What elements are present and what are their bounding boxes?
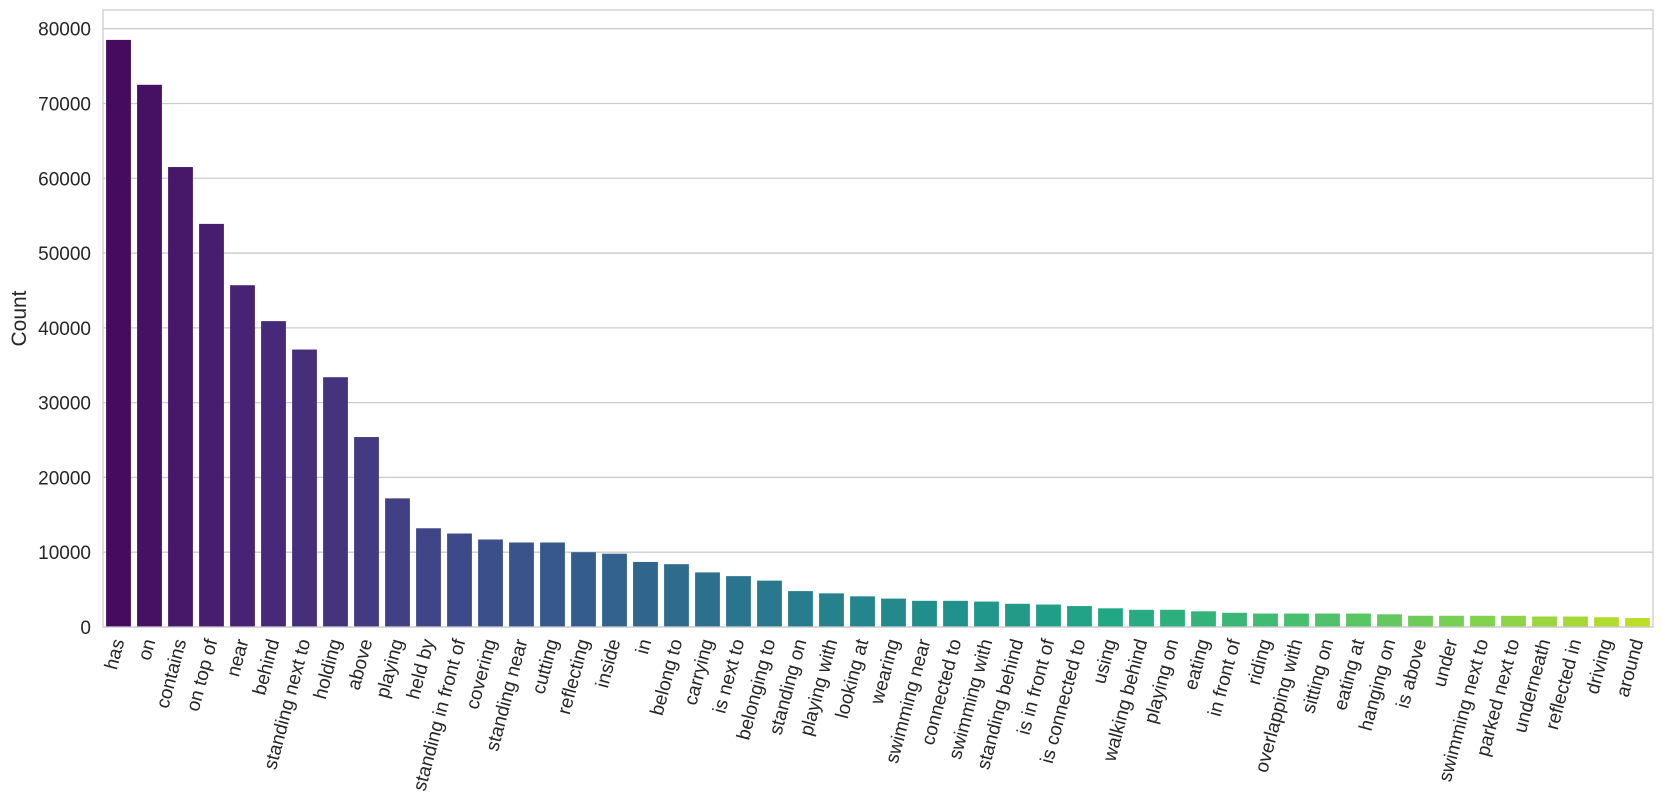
bar: [1160, 609, 1185, 627]
bar: [261, 321, 286, 627]
bar: [1470, 615, 1495, 627]
x-tick-label: behind: [249, 637, 284, 698]
bar: [106, 39, 131, 627]
y-tick-label: 50000: [38, 244, 91, 265]
bar: [1284, 613, 1309, 627]
bar: [137, 84, 162, 627]
bar: [540, 542, 565, 627]
bar: [571, 552, 596, 627]
y-tick-label: 80000: [38, 20, 91, 41]
x-tick-label: has: [101, 637, 129, 672]
bar: [912, 600, 937, 627]
bar: [1563, 616, 1588, 627]
x-tick-label: eating: [1181, 637, 1215, 692]
bar: [168, 167, 193, 627]
bar: [850, 596, 875, 627]
x-tick-label: under: [1429, 636, 1462, 689]
x-tick-label: in: [632, 637, 656, 657]
bar: [416, 528, 441, 627]
y-tick-label: 20000: [38, 468, 91, 489]
bar: [1439, 615, 1464, 627]
bar: [1532, 616, 1557, 627]
bar: [1191, 611, 1216, 627]
bar: [1098, 608, 1123, 627]
bar: [1129, 609, 1154, 627]
x-tick-label: inside: [592, 637, 625, 690]
x-tick-label: above: [344, 637, 378, 692]
y-tick-label: 30000: [38, 394, 91, 415]
bar: [881, 598, 906, 627]
bar: [943, 600, 968, 627]
bar: [1346, 613, 1371, 627]
bar: [1036, 604, 1061, 627]
bar: [1377, 614, 1402, 627]
y-tick-label: 40000: [38, 319, 91, 340]
bar: [788, 591, 813, 627]
bar: [974, 601, 999, 627]
bar: [292, 349, 317, 627]
bar: [695, 572, 720, 627]
bar: [478, 539, 503, 627]
x-tick-label: on: [135, 637, 161, 663]
bar: [1067, 606, 1092, 627]
bar: [602, 553, 627, 627]
y-tick-label: 70000: [38, 94, 91, 115]
x-tick-label: playing: [372, 637, 408, 701]
bar: [1005, 603, 1030, 627]
bar: [1594, 617, 1619, 627]
bar: [354, 437, 379, 627]
bar: [1222, 612, 1247, 627]
bar: [509, 542, 534, 627]
bar: [447, 533, 472, 627]
bar: [1625, 618, 1650, 627]
plot-frame: [102, 9, 1654, 628]
bar: [1501, 615, 1526, 627]
bars: [106, 39, 1650, 628]
bar: [1408, 615, 1433, 627]
bar: [633, 561, 658, 627]
y-tick-label: 0: [80, 618, 91, 639]
bar: [819, 593, 844, 627]
y-axis-label: Count: [8, 290, 31, 346]
y-tick-label: 60000: [38, 169, 91, 190]
x-tick-label: near: [223, 636, 253, 679]
bar: [726, 576, 751, 627]
x-tick-label: holding: [310, 637, 346, 702]
bar: [1315, 613, 1340, 627]
y-tick-labels: 0 10000 20000 30000 40000 50000 60000 70000 8000…: [38, 20, 91, 639]
y-tick-label: 10000: [38, 543, 91, 564]
bar: [664, 564, 689, 627]
x-tick-label: driving: [1583, 637, 1618, 697]
bar: [757, 580, 782, 627]
bar: [1253, 613, 1278, 627]
x-tick-label: riding: [1244, 637, 1276, 687]
x-tick-label: held by: [403, 636, 439, 701]
bar: [323, 377, 348, 627]
x-tick-label: cutting: [529, 637, 564, 697]
x-tick-label: around: [1613, 637, 1649, 700]
bar: [230, 285, 255, 627]
x-tick-label: using: [1089, 637, 1121, 686]
bar: [385, 498, 410, 627]
bar: [199, 223, 224, 628]
